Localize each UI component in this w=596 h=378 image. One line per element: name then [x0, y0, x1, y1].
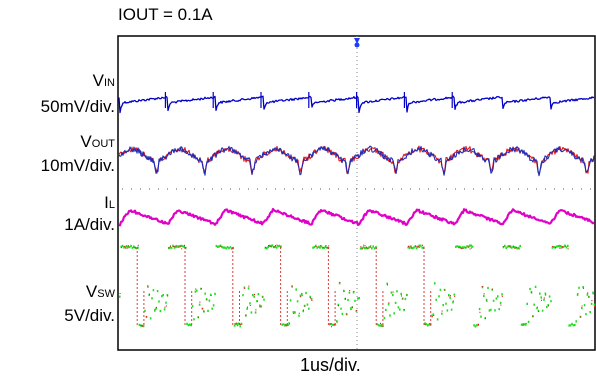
vsw-trace-red	[120, 245, 596, 327]
vsw-label: VSW	[0, 281, 115, 305]
il-trace	[119, 209, 594, 225]
x-axis-label: 1us/div.	[300, 354, 361, 376]
vout-label: VOUT	[0, 131, 115, 155]
il-label: IL	[0, 192, 115, 216]
vin-scale: 50mV/div.	[0, 96, 115, 118]
trigger-point	[355, 43, 360, 48]
il-scale: 1A/div.	[0, 214, 115, 236]
vsw-trace	[119, 246, 595, 327]
vout-scale: 10mV/div.	[0, 155, 115, 177]
vsw-scale: 5V/div.	[0, 305, 115, 327]
vin-label: VIN	[0, 70, 115, 94]
